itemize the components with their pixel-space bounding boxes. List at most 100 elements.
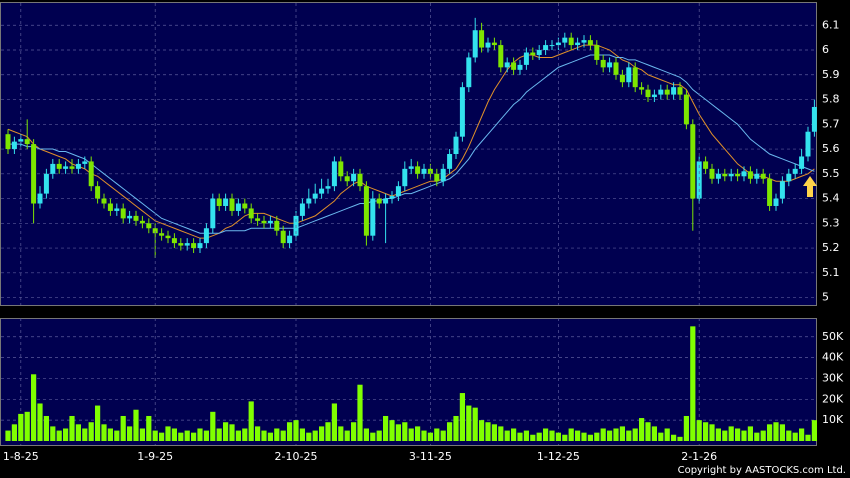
x-tick-label: 1-12-25 bbox=[537, 450, 580, 463]
candle-body bbox=[280, 230, 286, 244]
candle-body bbox=[171, 238, 177, 244]
x-tick-label: 1-8-25 bbox=[3, 450, 39, 463]
volume-bar bbox=[344, 430, 350, 441]
candle-body bbox=[223, 198, 229, 206]
volume-bar bbox=[287, 422, 293, 441]
candle-body bbox=[402, 168, 408, 187]
volume-bar bbox=[453, 415, 459, 441]
candle-body bbox=[235, 203, 241, 211]
candle-body bbox=[299, 203, 305, 216]
volume-bar bbox=[472, 407, 478, 441]
candle-body bbox=[421, 168, 427, 174]
volume-bar bbox=[107, 428, 113, 441]
candle-body bbox=[287, 235, 293, 244]
volume-bar bbox=[754, 432, 760, 441]
volume-bar bbox=[511, 428, 517, 441]
candle-body bbox=[95, 186, 101, 199]
candle-body bbox=[216, 198, 222, 206]
volume-bar bbox=[178, 432, 184, 441]
x-tick-label: 1-9-25 bbox=[137, 450, 173, 463]
volume-bar bbox=[159, 432, 165, 441]
volume-bar bbox=[594, 432, 600, 441]
volume-bar bbox=[709, 424, 715, 441]
candle-body bbox=[56, 163, 62, 169]
candle-body bbox=[312, 193, 318, 199]
candle-body bbox=[613, 62, 619, 75]
y-tick-label: 5.3 bbox=[822, 216, 840, 229]
candle-body bbox=[479, 30, 485, 48]
volume-bar bbox=[415, 426, 421, 441]
candle-body bbox=[767, 178, 773, 206]
candle-body bbox=[408, 166, 414, 169]
candle-body bbox=[645, 89, 651, 98]
candle-body bbox=[11, 141, 17, 150]
candle-body bbox=[466, 57, 472, 88]
candle-body bbox=[165, 235, 171, 239]
volume-bar bbox=[632, 428, 638, 441]
volume-bar bbox=[568, 428, 574, 441]
volume-bar bbox=[242, 428, 248, 441]
candle-body bbox=[664, 89, 670, 95]
candle-body bbox=[760, 173, 766, 179]
volume-bar bbox=[651, 426, 657, 441]
y-tick-label: 5.4 bbox=[822, 192, 840, 205]
volume-bar bbox=[120, 415, 126, 441]
candle-body bbox=[594, 45, 600, 60]
candle-body bbox=[568, 37, 574, 46]
volume-bar bbox=[101, 424, 107, 441]
candle-body bbox=[50, 163, 56, 174]
candle-body bbox=[69, 166, 75, 169]
volume-bar bbox=[11, 424, 17, 441]
volume-bar bbox=[127, 426, 133, 441]
x-tick-label: 2-10-25 bbox=[275, 450, 318, 463]
candle-body bbox=[229, 198, 235, 211]
candle-body bbox=[338, 161, 344, 177]
volume-bar bbox=[696, 420, 702, 441]
volume-bar bbox=[75, 424, 81, 441]
candle-body bbox=[24, 139, 30, 145]
volume-bar bbox=[235, 430, 241, 441]
volume-bar bbox=[805, 434, 811, 441]
candle-body bbox=[491, 42, 497, 46]
candle-body bbox=[75, 163, 81, 169]
candle-body bbox=[5, 134, 11, 150]
y-tick-label: 50K bbox=[822, 330, 844, 343]
volume-bar bbox=[82, 428, 88, 441]
candle-body bbox=[82, 161, 88, 164]
candle-body bbox=[43, 173, 49, 194]
volume-bar bbox=[351, 422, 357, 441]
candle-body bbox=[120, 208, 126, 219]
candle-body bbox=[498, 45, 504, 68]
volume-bar bbox=[114, 430, 120, 441]
volume-bar bbox=[210, 411, 216, 441]
candle-body bbox=[523, 52, 529, 65]
candle-body bbox=[779, 181, 785, 199]
volume-bar bbox=[555, 432, 561, 441]
volume-bar bbox=[440, 430, 446, 441]
copyright: Copyright by AASTOCKS.com Ltd. bbox=[678, 465, 846, 476]
volume-bar bbox=[427, 432, 433, 441]
candle-body bbox=[248, 208, 254, 219]
candle-body bbox=[184, 243, 190, 246]
volume-bar bbox=[760, 430, 766, 441]
volume-bar bbox=[255, 426, 261, 441]
candle-body bbox=[139, 220, 145, 224]
candle-body bbox=[728, 173, 734, 177]
candle-body bbox=[811, 106, 817, 132]
candle-body bbox=[191, 243, 197, 249]
moving-average-line bbox=[8, 54, 815, 234]
candle-body bbox=[274, 220, 280, 231]
candle-body bbox=[671, 87, 677, 95]
volume-bar bbox=[133, 409, 139, 441]
volume-bar bbox=[434, 428, 440, 441]
volume-bar bbox=[50, 426, 56, 441]
volume-bar bbox=[203, 430, 209, 441]
candle-body bbox=[600, 59, 606, 68]
candle-body bbox=[747, 171, 753, 179]
candle-body bbox=[472, 30, 478, 58]
candle-body bbox=[18, 139, 24, 142]
volume-bar bbox=[722, 430, 728, 441]
candle-body bbox=[722, 173, 728, 177]
candle-body bbox=[485, 42, 491, 48]
volume-bar bbox=[799, 428, 805, 441]
